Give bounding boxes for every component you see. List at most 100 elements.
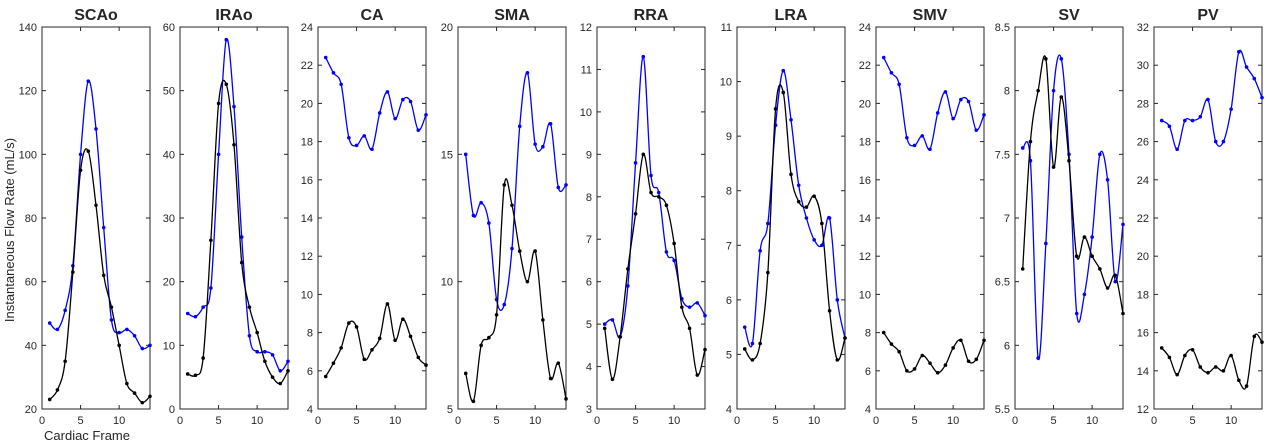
y-tick-label: 5 xyxy=(726,349,732,361)
data-point-black xyxy=(1237,378,1241,383)
data-point-blue xyxy=(1051,88,1056,93)
data-point-black xyxy=(1159,346,1164,350)
y-tick-label: 50 xyxy=(163,86,175,98)
y-tick-label: 5 xyxy=(447,404,453,416)
data-point-black xyxy=(1098,267,1102,271)
x-tick-label: 5 xyxy=(216,415,222,427)
axes-box xyxy=(1014,26,1124,410)
x-tick-label: 0 xyxy=(315,415,321,427)
data-point-blue xyxy=(820,243,824,248)
data-point-black xyxy=(408,334,413,339)
data-point-black xyxy=(564,397,568,401)
data-point-black xyxy=(789,172,793,177)
data-point-blue xyxy=(370,147,374,152)
y-tick-label: 20 xyxy=(1137,251,1149,263)
x-axis-label: Cardiac Frame xyxy=(44,428,130,443)
data-point-blue xyxy=(905,135,909,140)
data-point-blue xyxy=(1044,241,1048,246)
chart-panel-ca: CA 4 6 8 10 12 14 16 18 20 22 24 0 5 10 xyxy=(301,7,428,427)
data-point-blue xyxy=(1098,152,1102,157)
data-point-black xyxy=(502,183,507,187)
data-point-black xyxy=(487,335,491,340)
data-point-black xyxy=(1105,286,1110,290)
data-point-black xyxy=(339,346,343,350)
data-point-blue xyxy=(1190,118,1195,123)
data-point-blue xyxy=(255,349,259,354)
data-point-black xyxy=(224,82,229,87)
data-point-black xyxy=(55,388,60,392)
data-point-blue xyxy=(556,185,561,190)
data-point-black xyxy=(1067,158,1071,163)
data-point-black xyxy=(905,369,909,373)
y-tick-label: 7 xyxy=(1004,213,1010,225)
y-tick-label: 26 xyxy=(1137,137,1149,149)
data-point-blue xyxy=(331,71,336,75)
x-tick-label: 5 xyxy=(78,415,84,427)
data-point-blue xyxy=(796,183,801,188)
data-point-black xyxy=(1090,254,1094,258)
y-tick-label: 20 xyxy=(441,22,453,34)
data-point-black xyxy=(263,359,267,364)
y-tick-label: 10 xyxy=(580,107,592,119)
x-tick-label: 10 xyxy=(947,415,959,427)
data-point-blue xyxy=(347,135,351,140)
data-point-blue xyxy=(109,318,114,322)
y-tick-label: 24 xyxy=(859,22,871,34)
data-point-black xyxy=(1252,334,1257,339)
panel-title: SCAo xyxy=(74,7,118,24)
y-tick-label: 15 xyxy=(441,149,453,161)
data-point-black xyxy=(703,347,707,352)
data-point-blue xyxy=(1221,139,1226,144)
chart-panel-irao: IRAo 0 10 20 30 40 50 60 0 5 10 xyxy=(163,7,290,427)
data-point-blue xyxy=(959,97,963,102)
axes-box xyxy=(41,26,151,410)
data-point-blue xyxy=(703,313,707,318)
data-point-black xyxy=(843,336,847,340)
y-tick-label: 8 xyxy=(726,186,732,198)
y-tick-label: 22 xyxy=(859,60,871,72)
data-point-blue xyxy=(232,104,236,109)
data-point-blue xyxy=(564,183,568,187)
data-point-black xyxy=(1229,353,1233,358)
data-point-black xyxy=(618,335,622,339)
data-point-blue xyxy=(408,99,413,104)
y-tick-label: 3 xyxy=(586,404,592,416)
data-point-blue xyxy=(201,305,205,309)
y-tick-label: 40 xyxy=(163,149,175,161)
y-tick-label: 14 xyxy=(301,213,313,225)
chart-panel-lra: LRA 4 5 6 7 8 9 10 11 0 5 10 xyxy=(720,7,847,427)
data-point-black xyxy=(401,317,405,322)
data-point-black xyxy=(1121,311,1125,316)
data-point-black xyxy=(125,381,129,386)
data-point-black xyxy=(1074,254,1079,258)
x-tick-label: 0 xyxy=(873,415,879,427)
data-point-black xyxy=(680,305,684,309)
data-point-blue xyxy=(140,346,145,351)
data-point-blue xyxy=(1036,356,1040,360)
data-point-black xyxy=(494,312,499,317)
y-tick-label: 20 xyxy=(301,98,313,110)
data-point-blue xyxy=(416,128,421,132)
data-point-blue xyxy=(393,116,397,121)
data-point-blue xyxy=(1183,118,1187,123)
data-point-black xyxy=(63,359,67,364)
data-point-black xyxy=(1059,95,1064,99)
data-point-blue xyxy=(424,113,428,117)
data-point-blue xyxy=(750,341,755,346)
y-tick-label: 8 xyxy=(586,192,592,204)
data-point-blue xyxy=(982,113,986,117)
data-point-blue xyxy=(804,216,809,220)
y-tick-label: 6 xyxy=(586,277,592,289)
data-point-black xyxy=(331,361,336,365)
panel-title: IRAo xyxy=(215,7,253,24)
y-tick-label: 20 xyxy=(163,277,175,289)
y-tick-label: 11 xyxy=(721,22,732,34)
data-point-black xyxy=(86,149,91,153)
data-point-blue xyxy=(502,302,507,307)
data-point-black xyxy=(773,107,778,111)
x-tick-label: 5 xyxy=(633,415,639,427)
y-axis-label: Instantaneous Flow Rate (mL/s) xyxy=(2,138,17,322)
data-point-blue xyxy=(385,90,390,94)
data-point-black xyxy=(132,391,137,395)
data-point-blue xyxy=(101,225,106,230)
